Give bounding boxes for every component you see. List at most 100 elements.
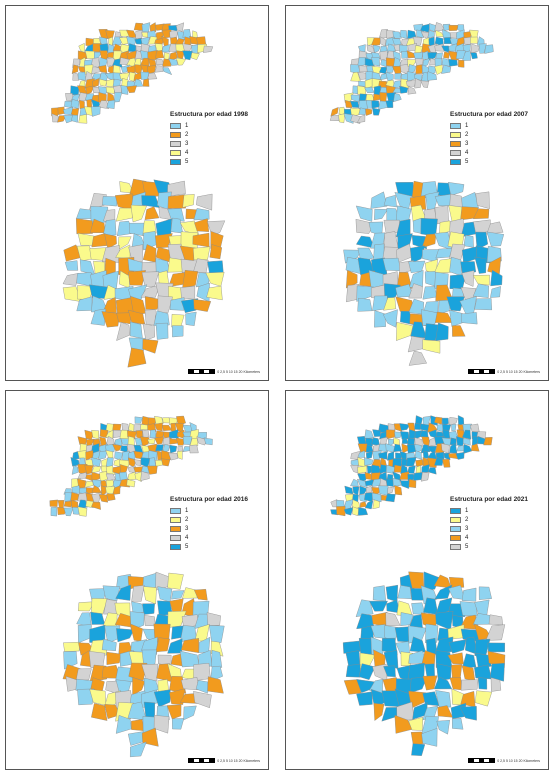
municipality xyxy=(421,43,431,53)
municipality xyxy=(167,610,187,628)
municipality xyxy=(372,499,380,510)
municipality xyxy=(79,259,95,275)
legend-label: 5 xyxy=(185,543,189,550)
legend-label: 1 xyxy=(465,122,469,129)
municipality xyxy=(382,257,401,272)
municipality xyxy=(415,459,424,467)
municipality xyxy=(422,286,438,300)
municipality xyxy=(77,601,95,612)
municipality xyxy=(189,444,199,454)
municipality xyxy=(119,471,128,482)
municipality xyxy=(203,45,214,53)
municipality xyxy=(114,92,123,103)
municipality xyxy=(364,457,374,466)
municipality xyxy=(105,473,116,481)
municipality xyxy=(462,429,472,440)
legend-label: 5 xyxy=(465,543,469,550)
municipality xyxy=(428,65,436,75)
municipality xyxy=(387,486,394,494)
municipality xyxy=(63,500,74,508)
municipality xyxy=(127,347,147,368)
municipality xyxy=(133,22,144,31)
municipality xyxy=(392,31,402,39)
legend-item: 1 xyxy=(170,506,248,515)
municipality xyxy=(163,52,170,60)
municipality xyxy=(446,296,465,312)
municipality xyxy=(408,350,428,366)
municipality xyxy=(451,718,464,730)
municipality xyxy=(406,80,417,87)
municipality xyxy=(477,677,488,690)
legend-label: 4 xyxy=(185,534,189,541)
municipality xyxy=(134,416,143,424)
municipality xyxy=(413,443,422,453)
legend-swatch xyxy=(450,507,461,514)
municipality xyxy=(140,471,150,481)
legend-title: Estructura por edad 1998 xyxy=(170,111,249,118)
legend-label: 5 xyxy=(465,158,469,165)
scale-bar: 0 2,5 5 10 15 20 Kilometers xyxy=(468,369,540,374)
municipality xyxy=(357,473,367,482)
municipality xyxy=(399,423,410,431)
municipality xyxy=(422,675,438,691)
municipality xyxy=(133,459,142,467)
municipality xyxy=(399,85,409,94)
municipality xyxy=(441,64,452,74)
municipality xyxy=(129,741,147,758)
municipality xyxy=(486,221,504,235)
municipality xyxy=(89,193,107,210)
legend-label: 3 xyxy=(185,525,189,532)
municipality xyxy=(383,194,397,208)
municipality xyxy=(415,64,423,75)
legend-label: 1 xyxy=(185,507,189,514)
municipality xyxy=(427,52,438,61)
municipality xyxy=(148,72,158,80)
legend-swatch xyxy=(170,158,181,165)
municipality xyxy=(434,271,449,290)
municipality xyxy=(461,192,479,210)
municipality xyxy=(169,297,185,311)
municipality xyxy=(196,193,213,211)
municipality xyxy=(91,703,108,721)
municipality xyxy=(470,36,478,44)
municipality xyxy=(91,106,101,117)
scale-label: 0 2,5 5 10 15 20 Kilometers xyxy=(217,370,260,374)
municipality xyxy=(434,584,453,600)
municipality xyxy=(210,665,223,682)
municipality xyxy=(373,93,381,101)
municipality xyxy=(486,231,505,247)
municipality xyxy=(101,638,117,652)
municipality xyxy=(396,322,414,341)
municipality xyxy=(193,208,210,221)
municipality xyxy=(421,72,430,82)
municipality xyxy=(180,677,199,691)
municipality xyxy=(385,584,399,603)
municipality xyxy=(112,78,121,87)
municipality xyxy=(421,728,438,747)
municipality xyxy=(392,478,402,487)
legend-label: 4 xyxy=(465,149,469,156)
municipality xyxy=(365,108,373,116)
municipality xyxy=(128,450,136,460)
municipality xyxy=(78,114,88,124)
legend-swatch xyxy=(450,149,461,156)
municipality xyxy=(155,637,170,653)
municipality xyxy=(98,78,108,87)
municipality xyxy=(57,500,65,510)
municipality xyxy=(461,665,476,682)
municipality xyxy=(175,57,187,66)
choropleth-map xyxy=(51,22,226,368)
municipality xyxy=(371,37,381,46)
municipality xyxy=(469,423,480,433)
municipality xyxy=(383,297,397,311)
municipality xyxy=(373,703,385,721)
municipality xyxy=(148,58,157,68)
municipality xyxy=(448,58,458,67)
municipality xyxy=(449,256,462,277)
municipality xyxy=(115,207,133,222)
municipality xyxy=(104,233,117,250)
municipality xyxy=(155,322,169,340)
municipality xyxy=(192,246,211,261)
municipality xyxy=(92,479,102,488)
municipality xyxy=(457,415,465,426)
